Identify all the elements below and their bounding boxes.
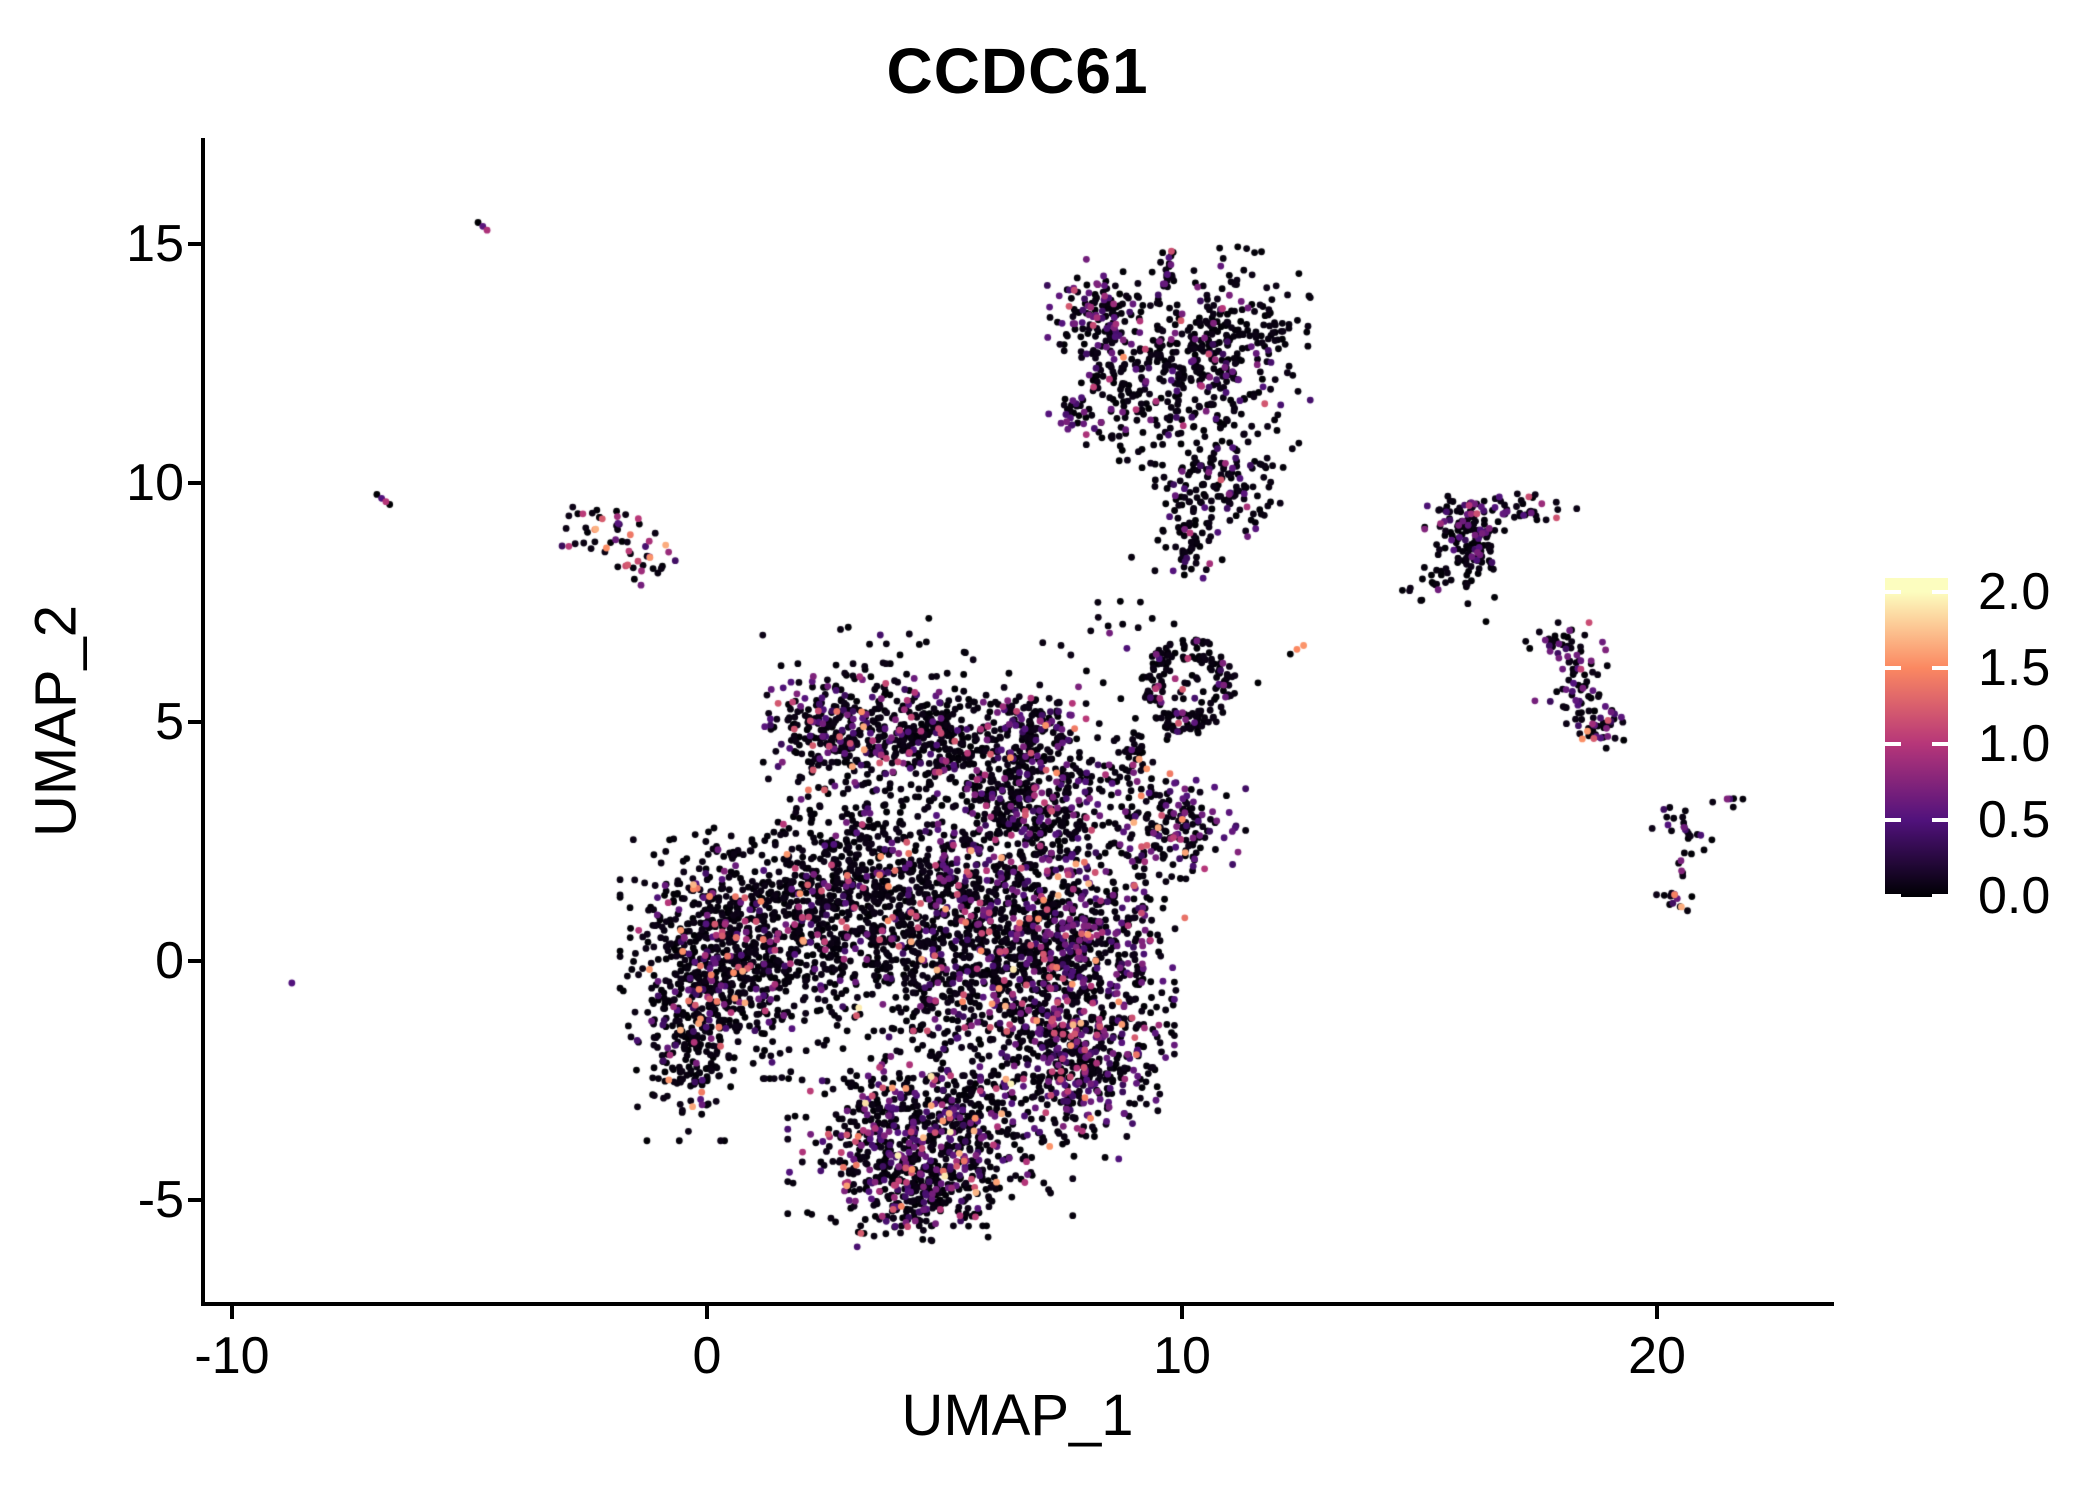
x-tick-label: 10 bbox=[1153, 1327, 1211, 1385]
y-tick-label: 5 bbox=[155, 693, 184, 751]
colorbar-tick-mark bbox=[1885, 818, 1901, 822]
x-tick-mark bbox=[705, 1306, 709, 1319]
y-tick-mark bbox=[188, 1198, 201, 1202]
colorbar-tick-label: 1.0 bbox=[1978, 715, 2051, 773]
x-tick-label: 0 bbox=[692, 1327, 722, 1385]
colorbar-tick-mark bbox=[1932, 894, 1948, 898]
colorbar-tick-mark bbox=[1885, 666, 1901, 670]
colorbar-gradient bbox=[1885, 578, 1948, 897]
colorbar-tick-mark bbox=[1885, 590, 1901, 594]
x-tick-mark bbox=[1180, 1306, 1184, 1319]
x-axis-line bbox=[201, 1302, 1834, 1306]
colorbar-tick-mark bbox=[1932, 818, 1948, 822]
y-tick-mark bbox=[188, 481, 201, 485]
y-axis-title: UMAP_2 bbox=[23, 604, 89, 838]
colorbar-tick-mark bbox=[1932, 666, 1948, 670]
y-tick-mark bbox=[188, 720, 201, 724]
colorbar-tick-mark bbox=[1885, 894, 1901, 898]
y-tick-label: 15 bbox=[126, 215, 184, 273]
y-tick-mark bbox=[188, 242, 201, 246]
y-tick-label: -5 bbox=[137, 1171, 184, 1229]
x-tick-mark bbox=[230, 1306, 234, 1319]
x-tick-label: -10 bbox=[194, 1327, 270, 1385]
colorbar-tick-mark bbox=[1885, 742, 1901, 746]
y-tick-mark bbox=[188, 959, 201, 963]
x-tick-label: 20 bbox=[1628, 1327, 1686, 1385]
y-axis-line bbox=[201, 138, 205, 1306]
colorbar-tick-label: 1.5 bbox=[1978, 639, 2051, 697]
x-axis-title: UMAP_1 bbox=[901, 1383, 1134, 1448]
colorbar-tick-label: 0.0 bbox=[1978, 867, 2051, 925]
colorbar-tick-mark bbox=[1932, 590, 1948, 594]
x-tick-mark bbox=[1655, 1306, 1659, 1319]
y-tick-label: 0 bbox=[155, 932, 184, 990]
colorbar-tick-label: 2.0 bbox=[1978, 563, 2051, 621]
plot-title: CCDC61 bbox=[886, 35, 1149, 107]
y-tick-label: 10 bbox=[126, 454, 184, 512]
colorbar-tick-mark bbox=[1932, 742, 1948, 746]
colorbar-tick-label: 0.5 bbox=[1978, 791, 2051, 849]
